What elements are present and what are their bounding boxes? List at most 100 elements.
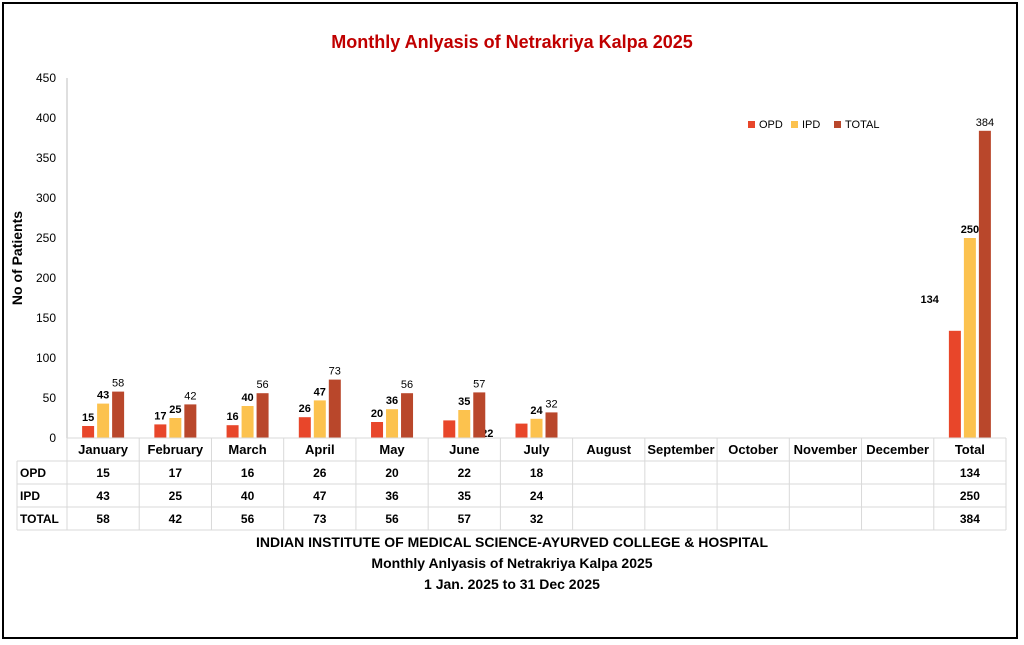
table-cell: 35 xyxy=(458,489,472,503)
table-cell: 47 xyxy=(313,489,327,503)
data-label-total: 32 xyxy=(545,398,557,410)
table-cell: 16 xyxy=(241,466,255,480)
bar-total xyxy=(328,379,341,438)
table-row-label-opd: OPD xyxy=(20,466,46,480)
bar-opd xyxy=(154,424,167,438)
data-label-ipd: 25 xyxy=(169,404,181,416)
bar-ipd xyxy=(241,406,254,438)
bar-total xyxy=(184,404,197,438)
data-label-total: 384 xyxy=(976,117,994,129)
data-label-opd: 134 xyxy=(921,294,940,306)
data-label-total: 42 xyxy=(184,390,196,402)
data-label-opd: 20 xyxy=(371,408,383,420)
y-tick-label: 100 xyxy=(36,351,56,365)
table-cell: 134 xyxy=(960,466,980,480)
data-label-ipd: 40 xyxy=(241,392,253,404)
bar-ipd xyxy=(458,410,471,438)
data-label-ipd: 36 xyxy=(386,395,398,407)
table-cell: 56 xyxy=(241,512,255,526)
data-label-total: 73 xyxy=(329,366,341,378)
x-tick-label: March xyxy=(228,442,266,457)
table-cell: 24 xyxy=(530,489,544,503)
table-cell: 57 xyxy=(458,512,472,526)
table-cell: 25 xyxy=(169,489,183,503)
bar-total xyxy=(473,392,486,438)
bar-opd xyxy=(443,420,456,438)
y-tick-label: 50 xyxy=(43,391,57,405)
table-cell: 40 xyxy=(241,489,255,503)
bar-total xyxy=(256,393,269,438)
table-cell: 250 xyxy=(960,489,980,503)
x-tick-label: April xyxy=(305,442,335,457)
x-tick-label: July xyxy=(523,442,550,457)
y-tick-label: 450 xyxy=(36,71,56,85)
data-label-ipd: 250 xyxy=(961,224,979,236)
x-tick-label: August xyxy=(586,442,631,457)
data-label-ipd: 24 xyxy=(530,405,543,417)
legend-swatch-ipd xyxy=(791,121,798,128)
y-tick-label: 0 xyxy=(49,431,56,445)
table-cell: 58 xyxy=(96,512,110,526)
table-cell: 43 xyxy=(96,489,110,503)
data-label-ipd: 47 xyxy=(314,386,326,398)
data-label-ipd: 43 xyxy=(97,390,109,402)
data-label-total: 57 xyxy=(473,378,485,390)
data-label-total: 58 xyxy=(112,378,124,390)
y-tick-label: 250 xyxy=(36,231,56,245)
legend-swatch-total xyxy=(834,121,841,128)
x-tick-label: February xyxy=(148,442,204,457)
bar-opd xyxy=(948,330,961,438)
bar-ipd xyxy=(169,418,182,438)
table-cell: 17 xyxy=(169,466,183,480)
bar-ipd xyxy=(530,418,543,438)
data-label-opd: 16 xyxy=(226,411,238,423)
legend-label-opd: OPD xyxy=(759,119,783,131)
bar-opd xyxy=(371,422,384,438)
x-tick-label: May xyxy=(379,442,405,457)
table-cell: 26 xyxy=(313,466,327,480)
table-row-label-total: TOTAL xyxy=(20,512,59,526)
y-tick-label: 150 xyxy=(36,311,56,325)
table-cell: 384 xyxy=(960,512,980,526)
legend-label-total: TOTAL xyxy=(845,119,879,131)
x-tick-label: September xyxy=(647,442,714,457)
bar-total xyxy=(978,130,991,439)
table-cell: 56 xyxy=(385,512,399,526)
chart-title: Monthly Anlyasis of Netrakriya Kalpa 202… xyxy=(331,32,692,52)
x-tick-label: Total xyxy=(955,442,985,457)
bar-ipd xyxy=(386,409,399,438)
data-label-opd: 26 xyxy=(299,403,311,415)
table-cell: 22 xyxy=(458,466,472,480)
y-tick-label: 400 xyxy=(36,111,56,125)
table-row-label-ipd: IPD xyxy=(20,489,40,503)
bar-ipd xyxy=(313,400,326,438)
chart-frame xyxy=(2,2,1018,639)
x-tick-label: October xyxy=(728,442,778,457)
table-cell: 36 xyxy=(385,489,399,503)
legend-label-ipd: IPD xyxy=(802,119,820,131)
y-tick-label: 350 xyxy=(36,151,56,165)
bar-opd xyxy=(226,425,239,438)
data-label-opd: 15 xyxy=(82,412,94,424)
x-tick-label: June xyxy=(449,442,479,457)
y-axis-title: No of Patients xyxy=(9,211,25,305)
footer-date-range: 1 Jan. 2025 to 31 Dec 2025 xyxy=(424,576,600,592)
bar-total xyxy=(545,412,558,438)
bar-total xyxy=(112,391,125,438)
table-cell: 20 xyxy=(385,466,399,480)
bar-opd xyxy=(82,426,95,438)
bar-opd xyxy=(298,417,311,438)
x-tick-label: December xyxy=(866,442,929,457)
bar-total xyxy=(401,393,414,438)
y-tick-label: 200 xyxy=(36,271,56,285)
data-label-opd: 17 xyxy=(154,410,166,422)
data-label-total: 56 xyxy=(401,379,413,391)
bar-ipd xyxy=(97,403,110,438)
y-tick-label: 300 xyxy=(36,191,56,205)
x-tick-label: January xyxy=(78,442,129,457)
footer-subtitle: Monthly Anlyasis of Netrakriya Kalpa 202… xyxy=(371,555,653,571)
legend-swatch-opd xyxy=(748,121,755,128)
data-label-total: 56 xyxy=(256,379,268,391)
x-tick-label: November xyxy=(794,442,858,457)
